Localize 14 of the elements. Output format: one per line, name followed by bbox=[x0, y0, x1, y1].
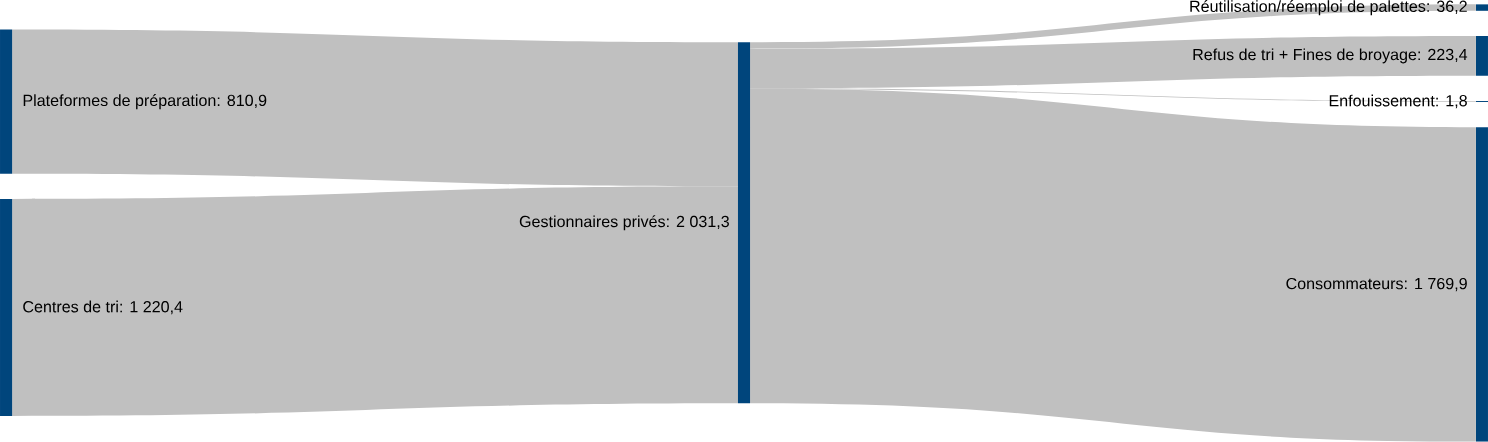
category-label: Centres de tri bbox=[23, 300, 118, 313]
category-label: Plateformes de préparation bbox=[23, 94, 216, 110]
category-label: Gestionnaires privés bbox=[519, 215, 665, 231]
data-label: : 2 031,3 bbox=[667, 215, 729, 230]
data-label: : 1,8 bbox=[1436, 95, 1467, 109]
category-label: Enfouissement bbox=[1329, 94, 1435, 107]
category-label: Réutilisation/réemploi de palettes bbox=[1190, 0, 1426, 16]
category-label: Refus de tri + Fines de broyage bbox=[1193, 48, 1417, 64]
data-label: : 1 220,4 bbox=[120, 301, 183, 315]
data-label: : 223,4 bbox=[1418, 48, 1468, 63]
category-label: Consommateurs bbox=[1286, 277, 1403, 290]
data-label: : 36,2 bbox=[1427, 0, 1467, 14]
data-label: : 1 769,9 bbox=[1405, 277, 1467, 292]
data-label: : 810,9 bbox=[217, 94, 267, 109]
